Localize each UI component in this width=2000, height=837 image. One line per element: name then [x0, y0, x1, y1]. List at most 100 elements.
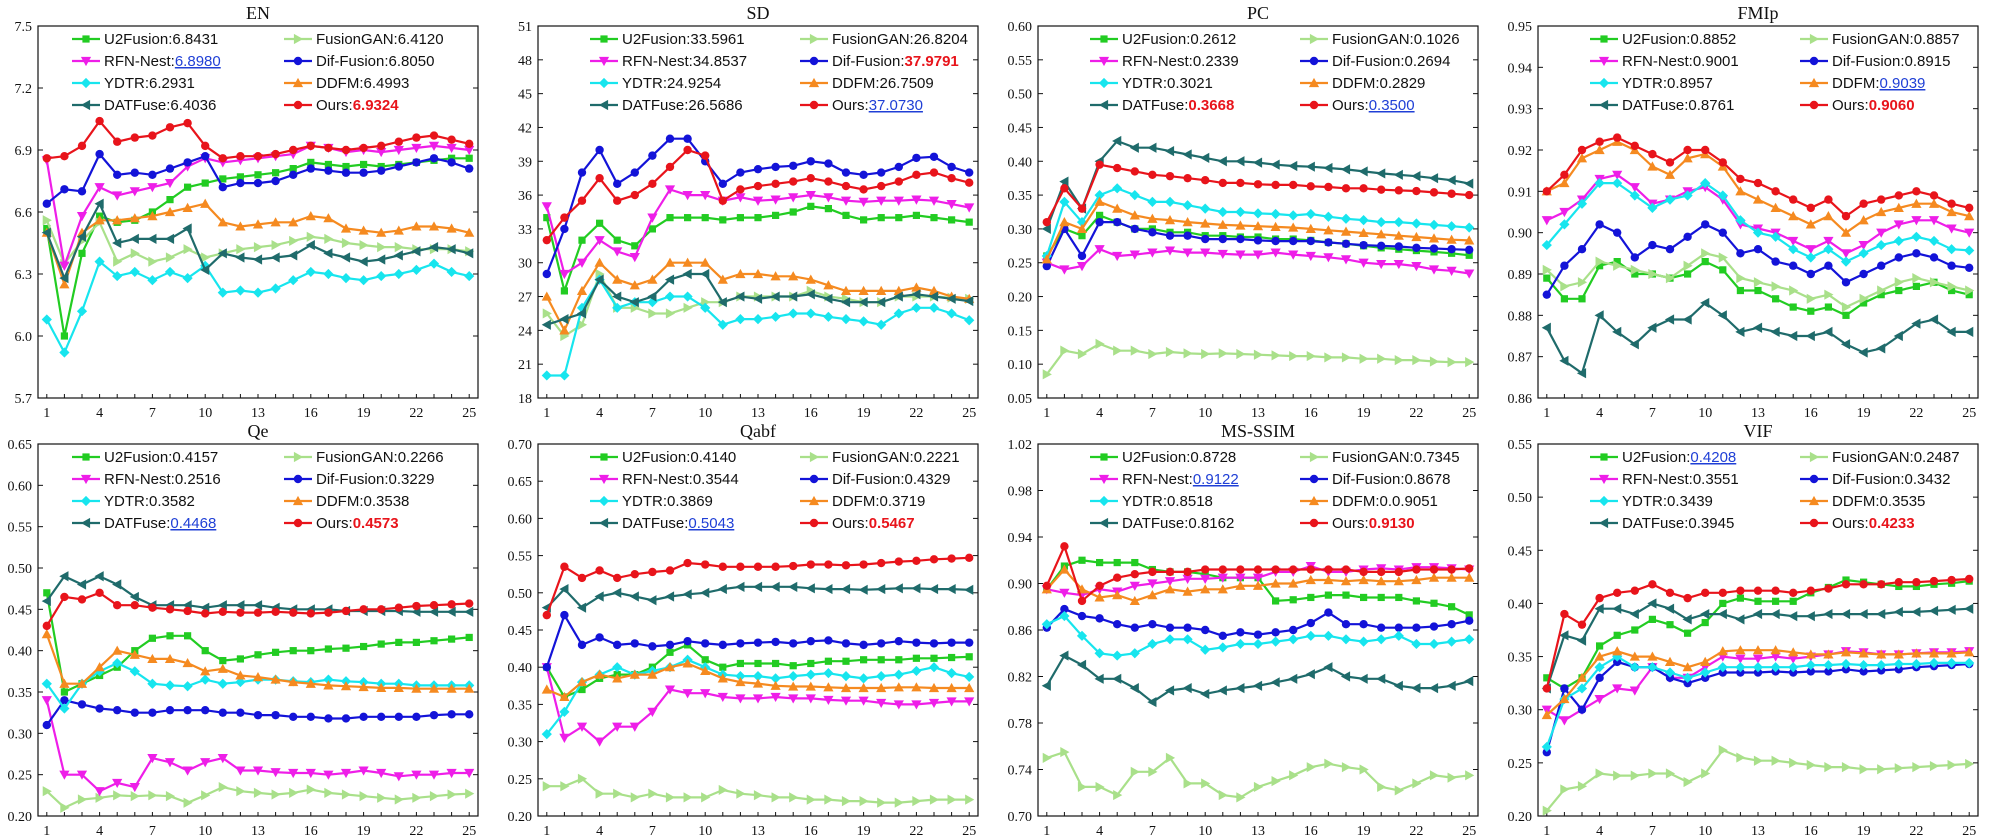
data-point-ours	[183, 606, 192, 616]
y-tick-label: 0.86	[1508, 392, 1533, 407]
data-point-u2fusion	[412, 638, 420, 646]
data-point-ddfm	[147, 211, 158, 221]
data-point-ours	[595, 173, 604, 183]
y-tick-label: 0.74	[1008, 764, 1033, 779]
data-point-ydtr	[1647, 202, 1658, 213]
data-point-ddfm	[1323, 574, 1334, 585]
data-point-ours	[271, 149, 280, 159]
data-point-datfuse	[1928, 605, 1939, 616]
x-tick-label: 22	[1409, 406, 1423, 421]
data-point-ddfm	[770, 680, 781, 690]
legend-value: 0.4208	[1690, 449, 1736, 466]
data-point-ours	[1324, 182, 1333, 192]
y-tick-label: 0.95	[1508, 20, 1533, 35]
chart-panel-qabf: Qabf0.200.250.300.350.400.450.500.550.60…	[508, 421, 979, 837]
data-point-datfuse	[464, 248, 474, 259]
data-point-dif-fusion	[1824, 261, 1833, 270]
data-point-datfuse	[946, 583, 956, 595]
data-point-ours	[1859, 580, 1868, 589]
data-point-ydtr	[1735, 662, 1746, 673]
data-point-ddfm	[717, 673, 728, 683]
data-point-fusiongan	[1630, 770, 1640, 781]
data-point-ours	[718, 196, 727, 205]
data-point-u2fusion	[1631, 626, 1639, 634]
data-point-ours	[1771, 187, 1780, 196]
data-point-datfuse	[428, 606, 439, 617]
data-point-fusiongan	[542, 308, 552, 319]
data-point-ours	[113, 137, 122, 146]
data-point-rfn-nest	[541, 202, 552, 212]
y-tick-label: 42	[518, 121, 532, 136]
data-point-ours	[1560, 170, 1569, 179]
legend-value: 26.8204	[914, 31, 968, 48]
data-point-ddfm	[1464, 572, 1475, 582]
data-point-datfuse	[1464, 178, 1474, 189]
legend-marker	[1098, 474, 1110, 485]
legend-marker	[809, 518, 819, 528]
data-point-u2fusion	[1631, 270, 1639, 278]
data-point-dif-fusion	[1271, 628, 1280, 637]
data-point-ydtr	[1164, 634, 1176, 645]
data-point-ours	[947, 173, 956, 183]
data-point-ours	[1377, 185, 1386, 194]
plot-frame	[537, 443, 979, 817]
data-point-ydtr	[823, 668, 834, 679]
data-point-dif-fusion	[1736, 249, 1745, 258]
legend-label: DATFuse:26.5686	[622, 97, 743, 114]
data-point-u2fusion	[1895, 582, 1903, 591]
x-tick-label: 22	[1909, 406, 1923, 421]
data-point-ours	[1429, 188, 1439, 197]
data-point-ydtr	[928, 662, 940, 673]
data-point-ours	[1965, 203, 1974, 213]
data-point-rfn-nest	[735, 694, 746, 704]
data-point-datfuse	[1893, 330, 1903, 342]
data-point-ours	[1465, 564, 1474, 573]
data-point-fusiongan	[1465, 770, 1475, 781]
data-point-dif-fusion	[965, 168, 974, 177]
data-point-dif-fusion	[718, 179, 727, 189]
data-point-ydtr	[559, 370, 570, 381]
data-point-ydtr	[700, 302, 711, 313]
data-point-fusiongan	[1665, 273, 1676, 284]
data-point-fusiongan	[377, 792, 387, 803]
data-point-u2fusion	[860, 216, 868, 224]
legend-item-ours: Ours:0.9060	[1800, 97, 1915, 114]
data-point-ours	[1271, 180, 1280, 190]
x-tick-label: 25	[1462, 406, 1476, 421]
data-point-dif-fusion	[1841, 665, 1851, 674]
data-point-ours	[1465, 190, 1474, 200]
data-point-rfn-nest	[1235, 250, 1246, 260]
y-tick-label: 0.20	[1008, 291, 1033, 306]
legend-value: 0.8728	[1190, 449, 1236, 466]
data-point-fusiongan	[789, 792, 799, 803]
data-point-ddfm	[682, 658, 693, 668]
legend-item-ddfm: DDFM:0.3719	[800, 493, 925, 510]
data-point-ddfm	[1446, 572, 1457, 582]
data-point-u2fusion	[842, 211, 850, 219]
data-point-ours	[289, 608, 298, 617]
data-point-fusiongan	[359, 239, 369, 251]
y-tick-label: 0.30	[1008, 223, 1033, 238]
data-point-u2fusion	[736, 214, 744, 222]
data-point-fusiongan	[1771, 281, 1781, 292]
data-point-ydtr	[876, 671, 887, 682]
data-point-ydtr	[559, 706, 570, 717]
data-point-fusiongan	[1683, 260, 1693, 271]
legend-marker	[82, 35, 90, 43]
data-point-ddfm	[1288, 222, 1299, 232]
legend-marker	[809, 451, 820, 463]
data-point-fusiongan	[1965, 758, 1975, 770]
data-point-ours	[542, 610, 551, 620]
data-point-fusiongan	[377, 242, 387, 253]
data-point-ydtr	[911, 665, 922, 677]
data-point-fusiongan	[1394, 785, 1404, 796]
legend-value: 6.2931	[149, 75, 195, 92]
data-point-rfn-nest	[840, 196, 852, 206]
data-point-dif-fusion	[789, 161, 798, 170]
legend-marker	[1808, 495, 1820, 506]
data-point-fusiongan	[1877, 285, 1887, 296]
data-point-ddfm	[1200, 218, 1211, 228]
data-point-rfn-nest	[823, 695, 834, 706]
data-point-dif-fusion	[324, 714, 333, 723]
data-point-datfuse	[1393, 680, 1403, 691]
